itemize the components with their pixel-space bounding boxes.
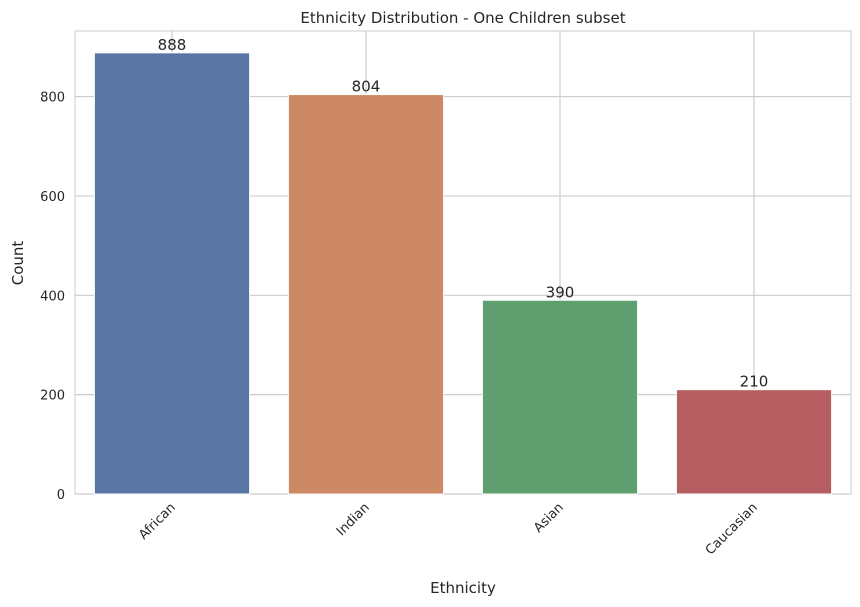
data-label: 390 (546, 283, 575, 301)
y-tick-label: 400 (40, 289, 65, 304)
x-tick-labels: African Indian Asian Caucasian (136, 500, 761, 558)
data-label: 210 (740, 373, 769, 391)
y-tick-label: 800 (40, 91, 65, 106)
x-tick-label: Asian (531, 500, 567, 536)
y-tick-label: 0 (57, 488, 65, 503)
bars (93, 52, 833, 495)
x-tick-label: African (136, 500, 179, 543)
y-tick-label: 600 (40, 190, 65, 205)
bar-african (93, 52, 251, 495)
chart-title: Ethnicity Distribution - One Children su… (300, 9, 625, 27)
bar-indian (287, 94, 445, 495)
x-tick-label: Indian (334, 500, 373, 539)
x-axis-label: Ethnicity (430, 579, 496, 597)
y-tick-label: 200 (40, 389, 65, 404)
bar-caucasian (675, 389, 833, 495)
data-labels: 888 804 390 210 (158, 36, 769, 391)
bar-asian (481, 299, 639, 495)
y-axis-label: Count (9, 241, 27, 286)
data-label: 804 (352, 78, 381, 96)
x-tick-label: Caucasian (703, 500, 761, 558)
y-tick-labels: 0 200 400 600 800 (40, 91, 65, 503)
data-label: 888 (158, 36, 187, 54)
